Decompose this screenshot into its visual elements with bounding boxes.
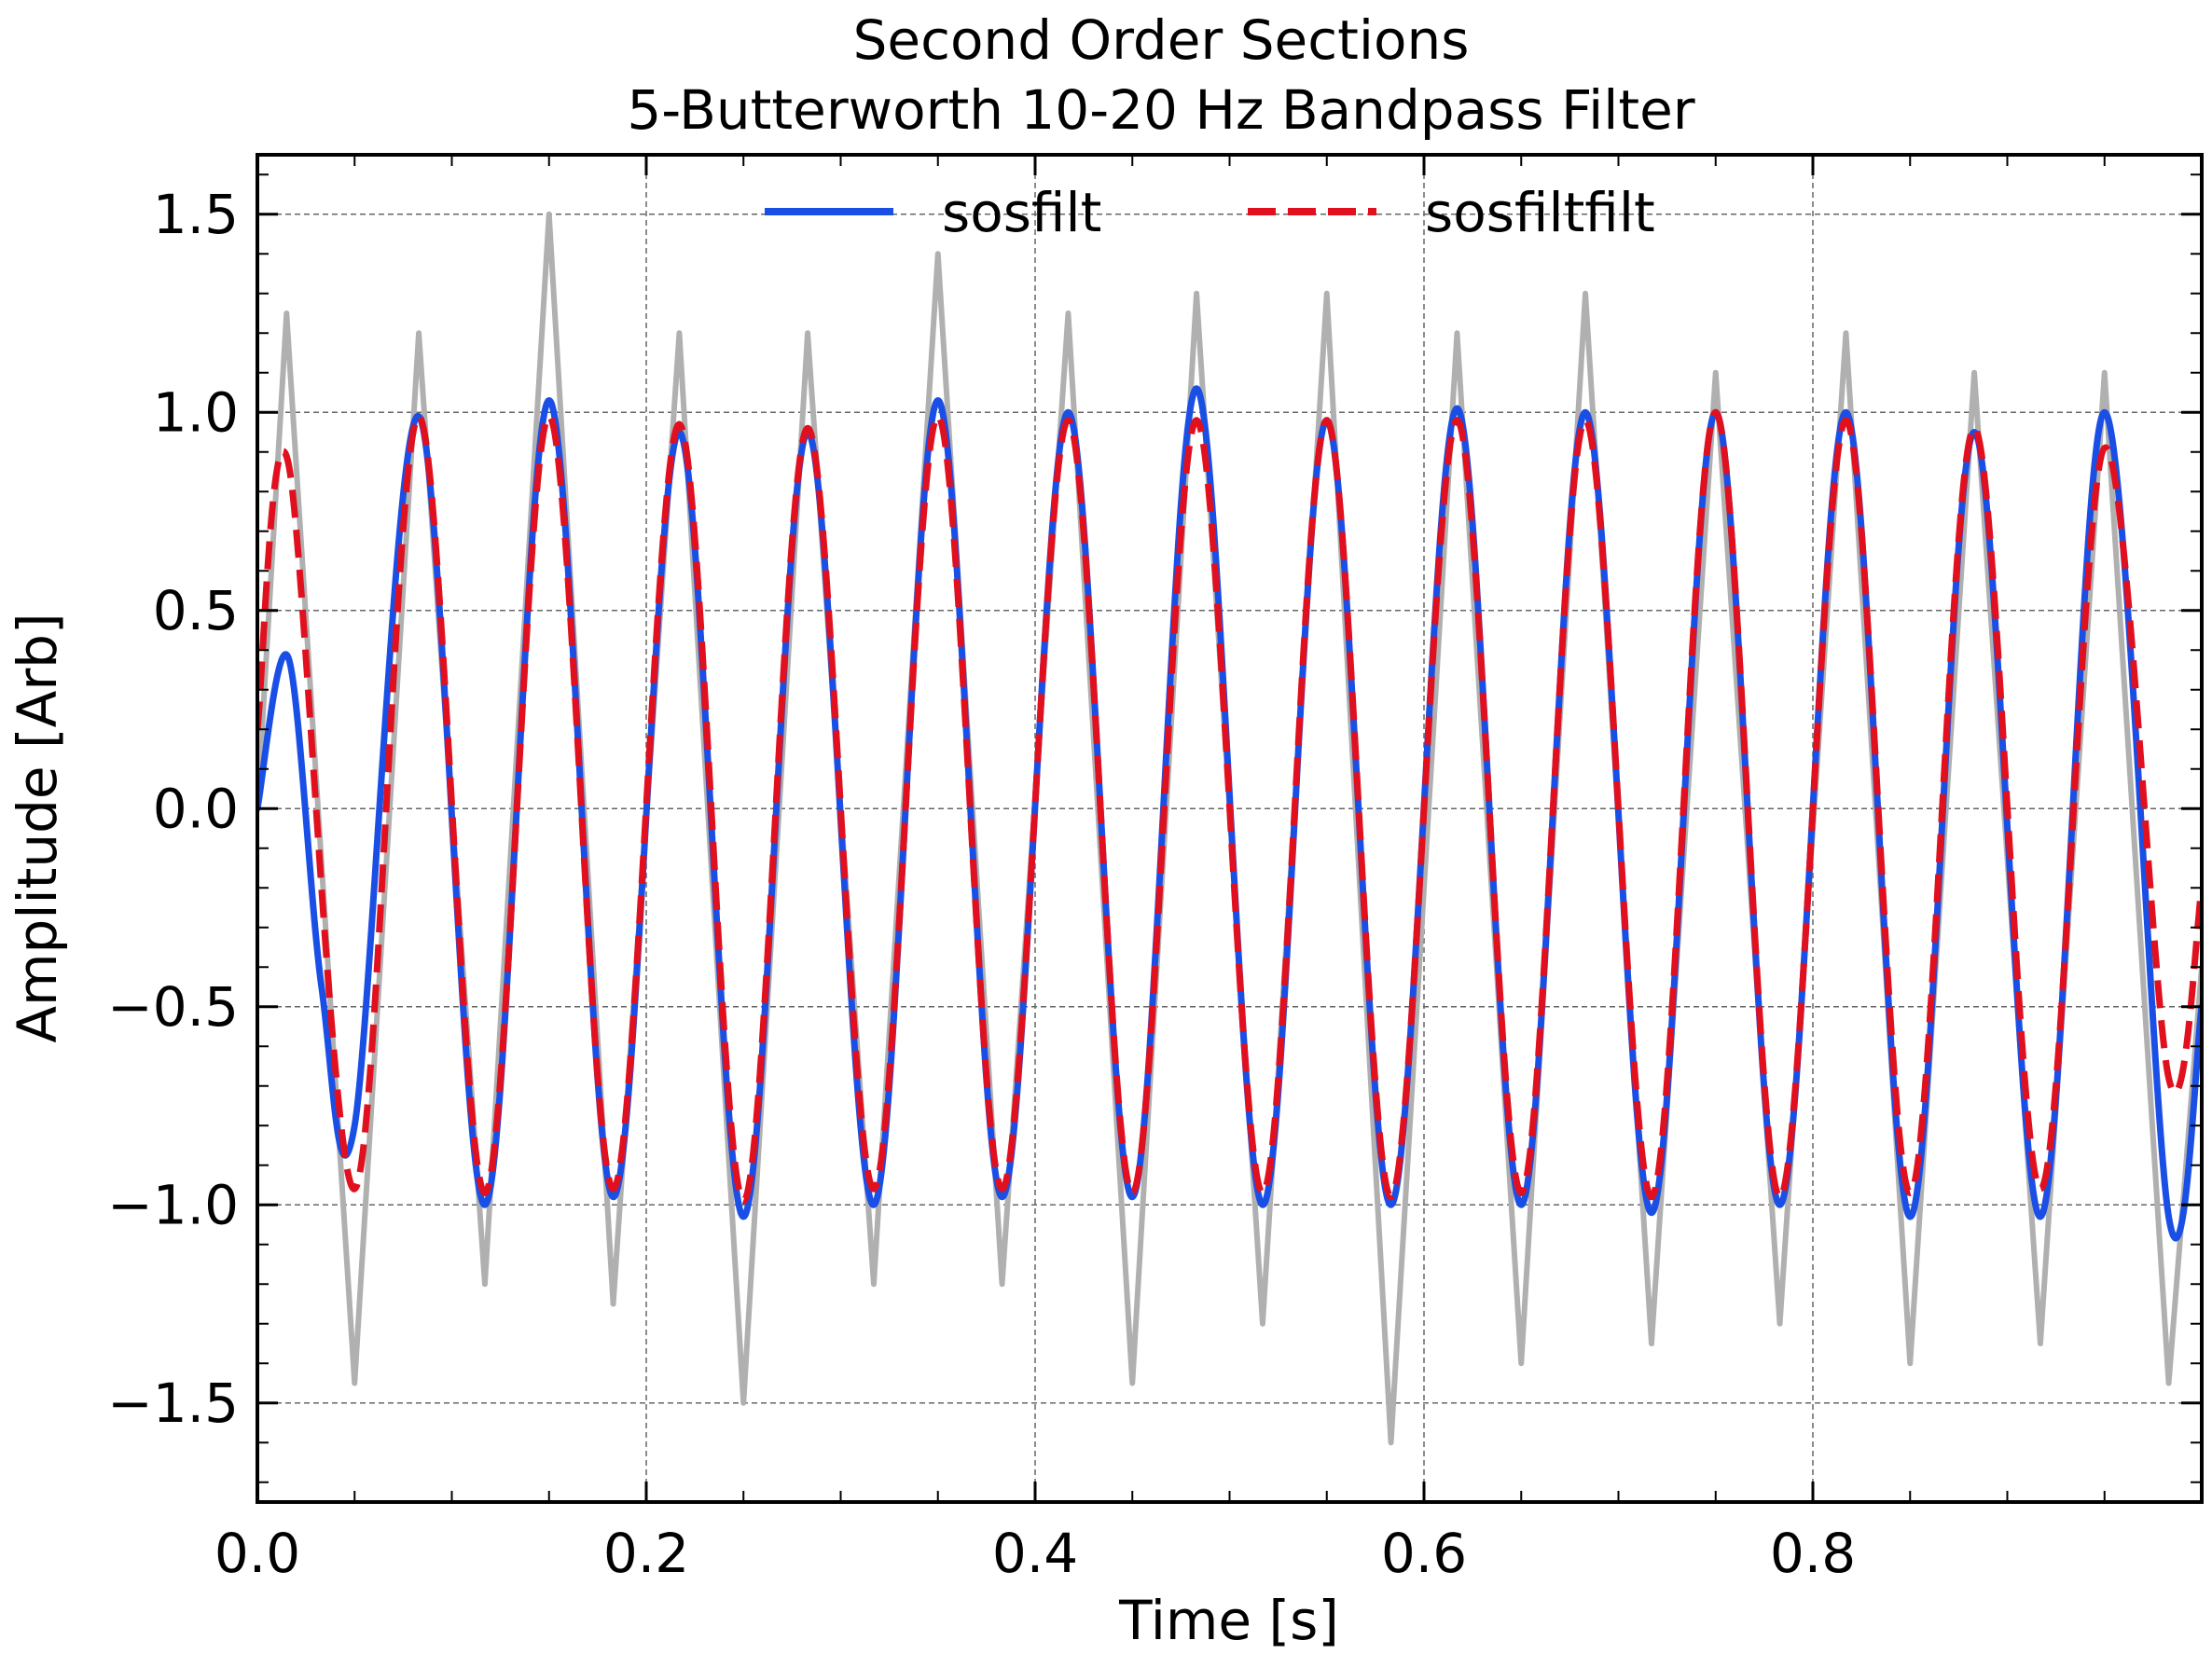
x-tick-label: 0.8	[1770, 1522, 1856, 1585]
y-tick-label: −1.0	[107, 1173, 239, 1236]
y-tick-label: −1.5	[107, 1372, 239, 1435]
series-line-sosfiltfilt	[257, 408, 2202, 1205]
chart-title-line-2: 5-Butterworth 10-20 Hz Bandpass Filter	[627, 78, 1694, 142]
tick-labels: 0.0 0.2 0.4 0.6 0.8 −1.5 −1.0 −0.5 0.0 0.5 1.0 1.5	[107, 183, 1856, 1585]
x-tick-label: 0.6	[1381, 1522, 1467, 1585]
data-series	[257, 211, 2202, 1446]
legend-label-sosfiltfilt: sosfiltfilt	[1425, 181, 1655, 244]
y-tick-label: 0.5	[153, 579, 239, 642]
chart-title-line-1: Second Order Sections	[853, 8, 1470, 72]
x-axis-label: Time [s]	[1118, 1589, 1339, 1652]
chart-title: Second Order Sections 5-Butterworth 10-2…	[627, 8, 1694, 142]
y-tick-label: 1.0	[153, 380, 239, 444]
legend: sosfilt sosfiltfilt	[765, 181, 1655, 244]
x-tick-label: 0.0	[214, 1522, 300, 1585]
axis-ticks	[256, 155, 2202, 1502]
x-tick-label: 0.4	[992, 1522, 1078, 1585]
y-tick-label: 0.0	[153, 777, 239, 840]
y-axis-label: Amplitude [Arb]	[6, 613, 69, 1042]
x-tick-label: 0.2	[603, 1522, 689, 1585]
y-tick-label: 1.5	[153, 183, 239, 246]
y-tick-label: −0.5	[107, 975, 239, 1039]
legend-label-sosfilt: sosfilt	[942, 181, 1101, 244]
